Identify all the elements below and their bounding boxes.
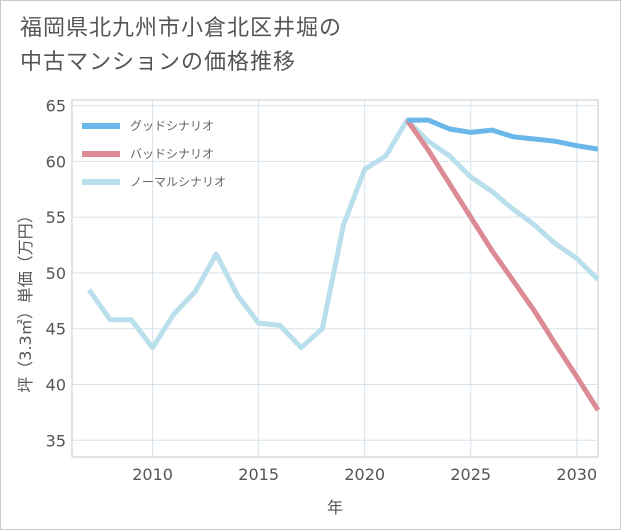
x-tick-label: 2010 — [132, 465, 173, 484]
y-tick-label: 35 — [46, 431, 66, 450]
y-tick-label: 65 — [46, 97, 66, 116]
series-line-2 — [86, 117, 600, 351]
x-axis-label: 年 — [327, 498, 343, 517]
x-tick-label: 2025 — [450, 465, 491, 484]
y-tick-label: 55 — [46, 208, 66, 227]
y-tick-label: 45 — [46, 320, 66, 339]
legend-label: ノーマルシナリオ — [130, 175, 226, 189]
x-tick-label: 2030 — [556, 465, 597, 484]
y-axis-label: 坪（3.3㎡）単価（万円） — [16, 207, 35, 392]
x-tick-label: 2015 — [238, 465, 279, 484]
series-line-0 — [407, 117, 599, 152]
chart-title-line-1: 福岡県北九州市小倉北区井堀の — [20, 16, 343, 41]
legend-label: バッドシナリオ — [130, 147, 214, 161]
chart-title-line-2: 中古マンションの価格推移 — [20, 50, 297, 75]
chart-title: 福岡県北九州市小倉北区井堀の 中古マンションの価格推移 — [20, 12, 580, 80]
legend-label: グッドシナリオ — [130, 119, 214, 133]
series-lines — [86, 117, 601, 412]
tick-labels: 35 40 45 50 55 60 65 2010 2015 2020 2025 2030 — [46, 97, 598, 484]
y-tick-label: 50 — [46, 264, 66, 283]
y-tick-label: 40 — [46, 375, 66, 394]
y-tick-label: 60 — [46, 152, 66, 171]
series-line-1 — [405, 118, 601, 412]
x-tick-label: 2020 — [344, 465, 385, 484]
